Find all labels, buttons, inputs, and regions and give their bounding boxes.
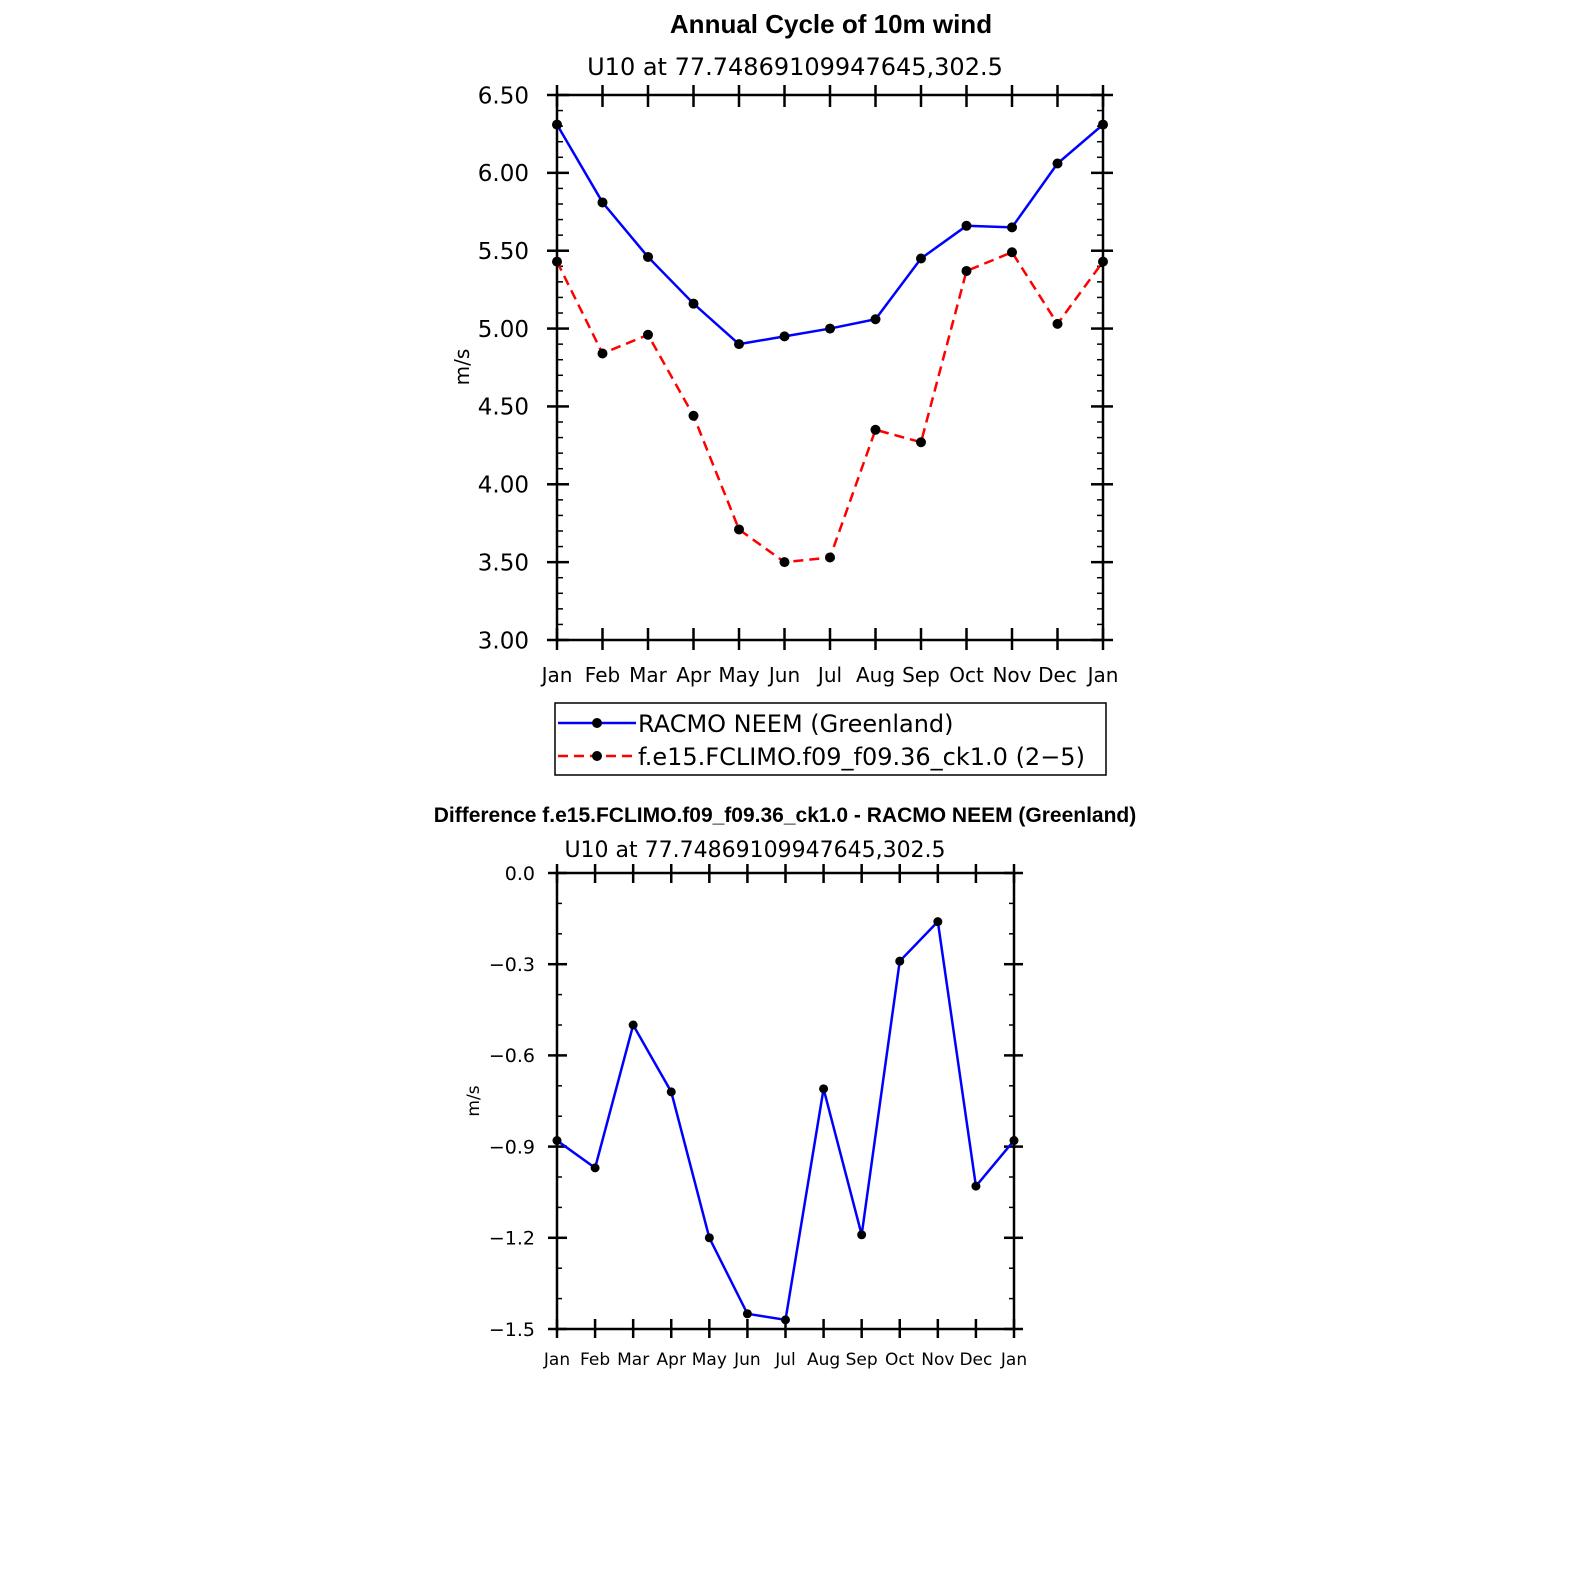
data-point — [742, 1309, 752, 1319]
data-point — [597, 348, 608, 359]
y-tick-label: 6.50 — [478, 83, 529, 109]
data-point — [734, 339, 744, 350]
legend-box — [554, 702, 1107, 776]
data-point — [1009, 1136, 1019, 1146]
top-chart-title: Annual Cycle of 10m wind — [670, 9, 992, 39]
data-point — [1052, 318, 1063, 329]
data-point — [781, 1315, 790, 1325]
x-tick-label: Dec — [959, 1350, 992, 1370]
top-chart-subtitle: U10 at 77.74869109947645,302.5 — [587, 53, 1003, 81]
x-tick-label: Oct — [949, 663, 984, 687]
data-point — [961, 265, 972, 276]
data-point — [734, 524, 744, 535]
y-tick-label: 5.00 — [478, 317, 529, 343]
legend-model-label: f.e15.FCLIMO.f09_f09.36_ck1.0 (2−5) — [638, 743, 1085, 771]
data-point — [628, 1020, 638, 1030]
x-tick-label: Nov — [921, 1350, 954, 1370]
y-tick-label: 5.50 — [478, 239, 529, 265]
plot-frame — [555, 871, 1016, 1331]
data-point — [704, 1233, 714, 1243]
x-tick-label: Jun — [767, 663, 800, 687]
top-chart-ylabel: m/s — [450, 349, 474, 386]
data-point — [666, 1087, 676, 1097]
data-point — [961, 220, 972, 231]
x-tick-label: Jan — [540, 663, 573, 687]
x-tick-label: Jun — [733, 1350, 761, 1370]
x-tick-label: Jan — [1000, 1350, 1027, 1370]
data-point — [825, 552, 835, 563]
y-tick-label: −0.9 — [489, 1136, 535, 1158]
x-tick-label: Apr — [657, 1350, 686, 1370]
legend-model-marker — [592, 751, 602, 761]
x-tick-label: Sep — [902, 663, 940, 687]
x-tick-label: Jul — [774, 1350, 796, 1370]
data-point — [870, 424, 881, 435]
series-line-1 — [555, 250, 1105, 564]
data-point — [916, 437, 926, 448]
top-plot-area: Jan Feb Mar Apr May Jun Jul Aug Sep Oct Nov Dec Jan 3… — [478, 83, 1119, 687]
data-point — [857, 1230, 867, 1240]
x-tick-label: May — [692, 1350, 727, 1370]
data-point — [895, 956, 905, 966]
data-point — [916, 253, 926, 264]
data-point — [688, 410, 699, 421]
data-point — [779, 557, 790, 568]
x-tick-label: Feb — [585, 663, 620, 687]
data-point — [597, 197, 608, 208]
data-point — [688, 298, 699, 309]
series-line-0 — [556, 918, 1015, 1322]
y-tick-label: −1.5 — [489, 1319, 535, 1341]
y-tick-label: −0.3 — [489, 954, 535, 976]
y-tick-label: 6.00 — [478, 161, 529, 187]
x-tick-label: Oct — [885, 1350, 915, 1370]
y-tick-label: 3.50 — [478, 550, 529, 576]
data-point — [971, 1181, 981, 1191]
bottom-plot-area: Jan Feb Mar Apr May Jun Jul Aug Sep Oct Nov Dec Jan−… — [489, 863, 1027, 1370]
bottom-chart-title: Difference f.e15.FCLIMO.f09_f09.36_ck1.0… — [434, 804, 1137, 827]
bottom-chart-subtitle: U10 at 77.74869109947645,302.5 — [564, 838, 945, 863]
data-point — [933, 917, 943, 927]
y-tick-label: 0.0 — [505, 863, 535, 885]
x-tick-label: Aug — [856, 663, 895, 687]
series-line-0 — [555, 123, 1104, 346]
y-tick-label: −0.6 — [489, 1045, 535, 1067]
legend-racmo-label: RACMO NEEM (Greenland) — [638, 710, 954, 738]
data-point — [825, 323, 835, 334]
x-tick-label: Apr — [676, 663, 711, 687]
x-tick-label: Sep — [846, 1350, 878, 1370]
y-tick-label: 4.50 — [478, 395, 529, 421]
data-point — [643, 329, 653, 340]
data-point — [643, 251, 653, 262]
y-tick-label: 3.00 — [478, 628, 529, 654]
x-tick-label: Aug — [807, 1350, 840, 1370]
top-chart-legend: RACMO NEEM (Greenland) f.e15.FCLIMO.f09_… — [554, 702, 1107, 776]
x-tick-label: Mar — [629, 663, 668, 687]
x-tick-label: Mar — [617, 1350, 649, 1370]
data-point — [779, 331, 790, 342]
data-point — [552, 1136, 562, 1146]
data-point — [1007, 247, 1017, 258]
x-tick-label: Jul — [816, 663, 842, 687]
x-tick-label: Nov — [992, 663, 1031, 687]
data-point — [1007, 222, 1017, 233]
data-point — [1052, 158, 1063, 169]
x-tick-label: Feb — [580, 1350, 610, 1370]
legend-racmo-marker — [592, 718, 602, 728]
x-tick-label: May — [718, 663, 760, 687]
data-point — [1098, 119, 1108, 130]
y-tick-label: −1.2 — [489, 1228, 535, 1250]
data-point — [870, 314, 881, 325]
y-tick-label: 4.00 — [478, 473, 529, 499]
bottom-chart-ylabel: m/s — [464, 1085, 484, 1116]
x-tick-label: Jan — [1086, 663, 1119, 687]
data-point — [590, 1163, 600, 1173]
x-tick-label: Jan — [543, 1350, 570, 1370]
x-tick-label: Dec — [1038, 663, 1077, 687]
data-point — [819, 1084, 829, 1094]
data-point — [1098, 256, 1108, 267]
data-point — [552, 256, 562, 267]
data-point — [552, 119, 562, 130]
